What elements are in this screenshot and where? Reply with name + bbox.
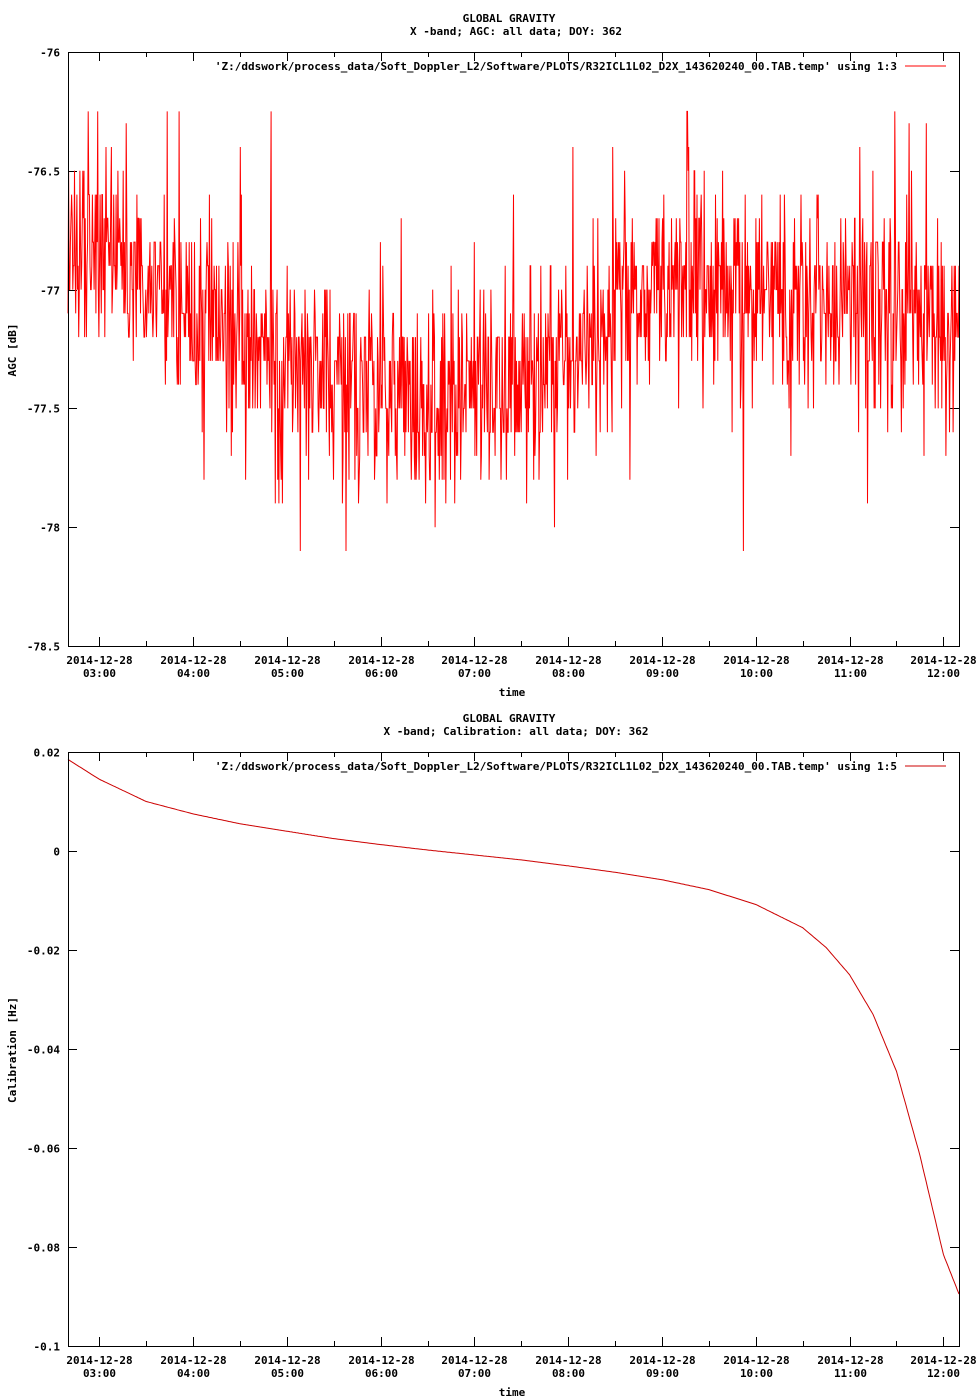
y-axis-label: Calibration [Hz] <box>6 997 19 1103</box>
x-tick-date: 2014-12-28 <box>723 1354 789 1367</box>
x-tick-time: 11:00 <box>834 1367 867 1380</box>
x-tick-date: 2014-12-28 <box>629 654 695 667</box>
y-axis-label: AGC [dB] <box>6 324 19 377</box>
x-tick-date: 2014-12-28 <box>348 654 414 667</box>
y-tick-label: -0.04 <box>27 1044 60 1057</box>
plot-frame <box>68 52 960 647</box>
y-tick-label: -78.5 <box>27 641 60 654</box>
legend-label: 'Z:/ddswork/process_data/Soft_Doppler_L2… <box>215 760 897 773</box>
x-tick-date: 2014-12-28 <box>817 654 883 667</box>
x-tick-time: 07:00 <box>458 1367 491 1380</box>
chart-title: GLOBAL GRAVITY <box>463 712 556 725</box>
x-tick-date: 2014-12-28 <box>441 1354 507 1367</box>
y-tick-label: -77 <box>40 285 60 298</box>
x-tick-date: 2014-12-28 <box>910 654 976 667</box>
calibration-chart: GLOBAL GRAVITY X -band; Calibration: all… <box>6 712 977 1399</box>
x-tick-time: 10:00 <box>740 667 773 680</box>
plot-area <box>67 110 960 552</box>
y-tick-label: -0.1 <box>34 1341 61 1354</box>
x-axis: 2014-12-2803:002014-12-2804:002014-12-28… <box>66 52 977 680</box>
x-tick-time: 05:00 <box>271 667 304 680</box>
y-tick-label: -0.02 <box>27 945 60 958</box>
x-tick-date: 2014-12-28 <box>535 654 601 667</box>
x-tick-time: 03:00 <box>83 667 116 680</box>
y-tick-label: -0.08 <box>27 1242 60 1255</box>
x-tick-time: 07:00 <box>458 667 491 680</box>
chart-subtitle: X -band; AGC: all data; DOY: 362 <box>410 25 622 38</box>
x-axis: 2014-12-2803:002014-12-2804:002014-12-28… <box>66 752 977 1380</box>
agc-chart: GLOBAL GRAVITY X -band; AGC: all data; D… <box>6 12 977 699</box>
y-tick-label: -76.5 <box>27 166 60 179</box>
x-tick-time: 09:00 <box>646 1367 679 1380</box>
x-tick-time: 04:00 <box>177 667 210 680</box>
x-axis-label: time <box>499 686 526 699</box>
x-tick-date: 2014-12-28 <box>66 1354 132 1367</box>
x-tick-date: 2014-12-28 <box>66 654 132 667</box>
x-tick-time: 11:00 <box>834 667 867 680</box>
plot-area <box>67 758 960 1295</box>
x-tick-date: 2014-12-28 <box>817 1354 883 1367</box>
y-tick-label: -0.06 <box>27 1143 60 1156</box>
x-tick-date: 2014-12-28 <box>348 1354 414 1367</box>
y-tick-label: -77.5 <box>27 403 60 416</box>
series-line <box>67 758 960 1295</box>
plot-frame <box>68 752 960 1347</box>
legend-label: 'Z:/ddswork/process_data/Soft_Doppler_L2… <box>215 60 897 73</box>
x-tick-time: 03:00 <box>83 1367 116 1380</box>
x-tick-date: 2014-12-28 <box>160 654 226 667</box>
x-tick-time: 08:00 <box>552 1367 585 1380</box>
x-axis-label: time <box>499 1386 526 1399</box>
x-tick-time: 09:00 <box>646 667 679 680</box>
x-tick-time: 06:00 <box>365 667 398 680</box>
x-tick-date: 2014-12-28 <box>629 1354 695 1367</box>
x-tick-date: 2014-12-28 <box>254 654 320 667</box>
x-tick-date: 2014-12-28 <box>723 654 789 667</box>
x-tick-date: 2014-12-28 <box>910 1354 976 1367</box>
x-tick-time: 10:00 <box>740 1367 773 1380</box>
y-axis: 0.02 0 -0.02 -0.04 -0.06 -0.08 -0.1 <box>27 747 959 1354</box>
x-tick-date: 2014-12-28 <box>254 1354 320 1367</box>
chart-title: GLOBAL GRAVITY <box>463 12 556 25</box>
x-tick-date: 2014-12-28 <box>160 1354 226 1367</box>
y-tick-label: -76 <box>40 47 60 60</box>
x-tick-time: 08:00 <box>552 667 585 680</box>
x-tick-time: 12:00 <box>927 667 960 680</box>
x-tick-time: 06:00 <box>365 1367 398 1380</box>
series-line <box>67 110 960 552</box>
x-tick-date: 2014-12-28 <box>441 654 507 667</box>
x-tick-date: 2014-12-28 <box>535 1354 601 1367</box>
x-tick-time: 05:00 <box>271 1367 304 1380</box>
chart-subtitle: X -band; Calibration: all data; DOY: 362 <box>384 725 649 738</box>
x-tick-time: 12:00 <box>927 1367 960 1380</box>
y-tick-label: 0 <box>53 846 60 859</box>
y-tick-label: -78 <box>40 522 60 535</box>
x-tick-time: 04:00 <box>177 1367 210 1380</box>
y-axis: -76 -76.5 -77 -77.5 -78 -78.5 <box>27 47 959 654</box>
y-tick-label: 0.02 <box>34 747 61 760</box>
